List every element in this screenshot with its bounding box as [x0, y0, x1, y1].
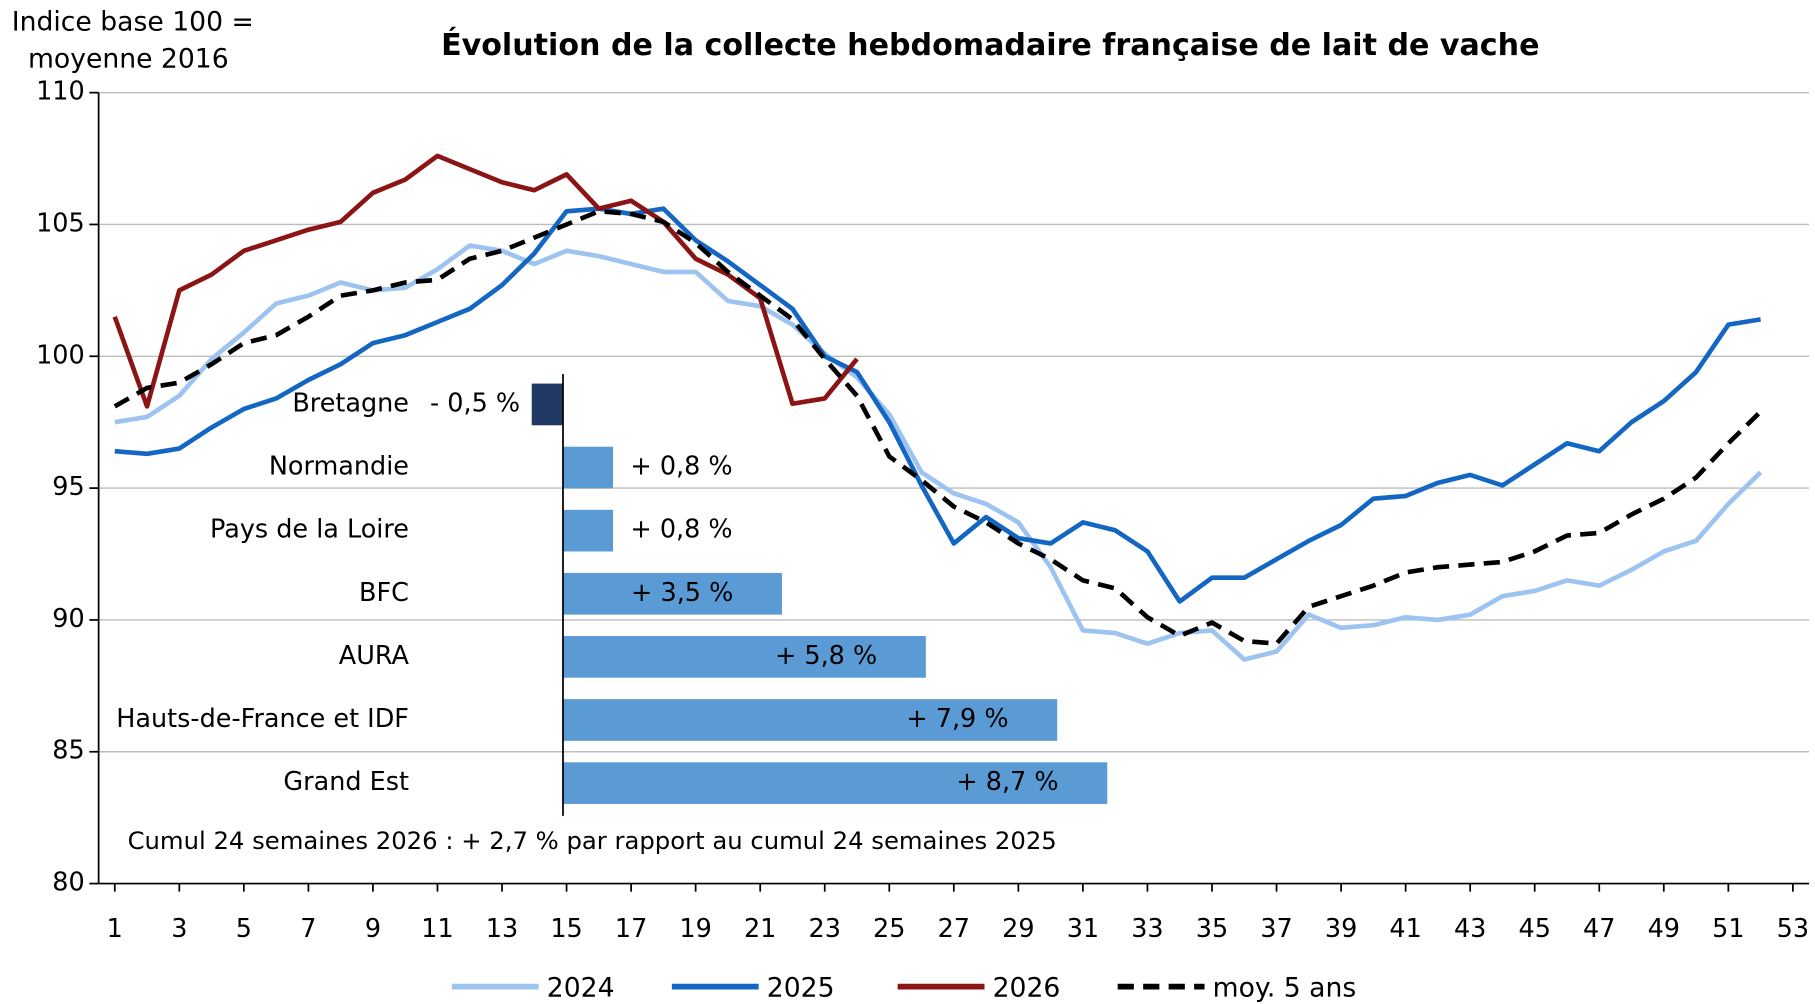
bar [562, 762, 1108, 804]
x-tick-label: 5 [236, 914, 252, 944]
series-line [114, 206, 1761, 604]
y-tick-label: 110 [36, 77, 85, 107]
annotation: Cumul 24 semaines 2026 : + 2,7 % par rap… [128, 826, 1057, 855]
x-tick-label: 11 [421, 914, 453, 944]
category-label: Bretagne [292, 388, 409, 418]
value-label: - 0,5 % [430, 388, 520, 418]
x-tick-label: 33 [1131, 914, 1163, 944]
value-label: + 0,8 % [630, 452, 732, 482]
x-tick-label: 13 [486, 914, 518, 944]
series-line [114, 243, 1763, 662]
x-tick-label: 41 [1389, 914, 1421, 944]
x-tick-label: 35 [1196, 914, 1228, 944]
value-label: + 3,5 % [631, 578, 733, 608]
value-label: + 0,8 % [630, 515, 732, 545]
legend-label: 2025 [767, 972, 835, 1003]
x-tick-label: 27 [938, 914, 970, 944]
category-label: BFC [359, 578, 409, 608]
y-axis-label: moyenne 2016 [28, 44, 229, 75]
x-tick-label: 21 [744, 914, 776, 944]
x-tick-label: 49 [1648, 914, 1680, 944]
y-tick-label: 85 [52, 736, 84, 766]
value-label: + 5,8 % [775, 641, 877, 671]
category-label: Pays de la Loire [210, 515, 409, 545]
x-tick-label: 37 [1260, 914, 1292, 944]
y-tick-label: 80 [52, 868, 84, 898]
legend-label: 2026 [993, 972, 1061, 1003]
legend-label: 2024 [547, 972, 615, 1003]
x-tick-label: 45 [1518, 914, 1550, 944]
x-tick-label: 53 [1777, 914, 1809, 944]
y-tick-label: 105 [36, 208, 85, 238]
x-tick-label: 47 [1583, 914, 1615, 944]
x-tick-label: 31 [1067, 914, 1099, 944]
x-tick-label: 25 [873, 914, 905, 944]
y-axis-label: Indice base 100 = [12, 7, 254, 38]
value-label: + 8,7 % [956, 767, 1058, 797]
x-tick-label: 23 [809, 914, 841, 944]
bar [562, 636, 926, 678]
x-tick-label: 43 [1454, 914, 1486, 944]
category-label: Normandie [269, 452, 409, 482]
bar [562, 572, 782, 615]
category-label: AURA [339, 641, 410, 671]
x-tick-label: 29 [1002, 914, 1034, 944]
x-tick-label: 19 [679, 914, 711, 944]
x-tick-label: 39 [1325, 914, 1357, 944]
x-tick-label: 17 [615, 914, 647, 944]
y-tick-label: 90 [52, 604, 84, 634]
category-label: Hauts-de-France et IDF [116, 704, 409, 734]
category-label: Grand Est [283, 767, 409, 797]
bar [562, 509, 614, 552]
x-tick-label: 9 [365, 914, 381, 944]
x-tick-label: 7 [300, 914, 316, 944]
series-line [113, 208, 1763, 646]
y-tick-label: 100 [36, 340, 85, 370]
bar [531, 383, 563, 426]
bar [562, 446, 614, 489]
x-tick-label: 1 [107, 914, 123, 944]
series-line [112, 153, 859, 409]
x-tick-label: 51 [1712, 914, 1744, 944]
legend-label: moy. 5 ans [1213, 972, 1357, 1003]
y-tick-label: 95 [52, 472, 84, 502]
bar [562, 699, 1058, 741]
chart-title: Évolution de la collecte hebdomadaire fr… [441, 27, 1539, 63]
value-label: + 7,9 % [906, 704, 1008, 734]
x-tick-label: 15 [550, 914, 582, 944]
x-tick-label: 3 [171, 914, 187, 944]
